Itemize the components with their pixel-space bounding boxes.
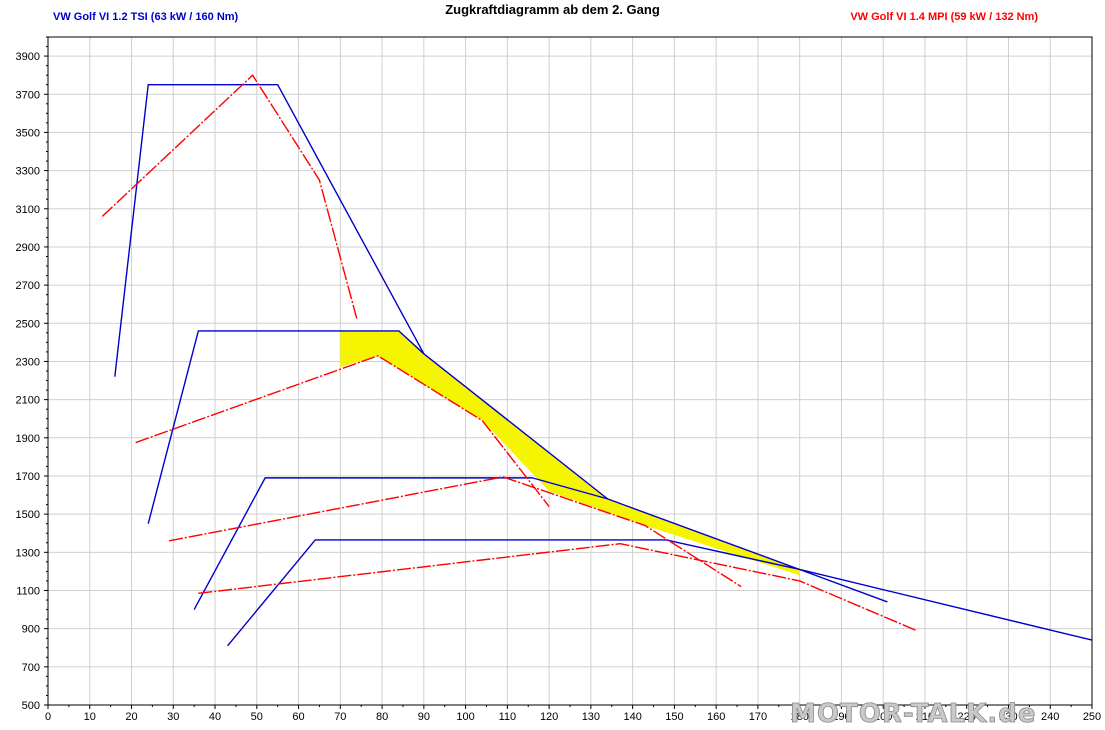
x-tick-label: 90 <box>418 711 430 723</box>
y-tick-label: 1500 <box>16 509 40 521</box>
y-tick-label: 900 <box>22 624 40 636</box>
x-tick-label: 30 <box>167 711 179 723</box>
y-tick-label: 3100 <box>16 204 40 216</box>
x-tick-label: 100 <box>456 711 474 723</box>
tsi-gear-4-line <box>193 477 888 610</box>
mpi-gear-5-line <box>198 543 917 632</box>
highlight-area-layer <box>340 330 800 576</box>
legend-entry-mpi: VW Golf VI 1.4 MPI (59 kW / 132 Nm) <box>850 11 1038 23</box>
chart-title: Zugkraftdiagramm ab dem 2. Gang <box>445 2 660 17</box>
tsi-gear-3-line <box>147 330 609 524</box>
y-tick-label: 3300 <box>16 166 40 178</box>
x-tick-label: 160 <box>707 711 725 723</box>
y-tick-label: 1700 <box>16 471 40 483</box>
x-tick-label: 180 <box>791 711 809 723</box>
x-tick-label: 110 <box>499 711 517 723</box>
x-tick-label: 120 <box>540 711 558 723</box>
x-tick-label: 240 <box>1041 711 1059 723</box>
x-tick-label: 130 <box>582 711 600 723</box>
y-tick-label: 500 <box>22 700 40 712</box>
tsi-gear-5-line <box>227 539 1093 647</box>
grid <box>47 37 1093 706</box>
x-tick-label: 40 <box>209 711 221 723</box>
y-tick-label: 1900 <box>16 433 40 445</box>
x-tick-label: 20 <box>125 711 137 723</box>
x-tick-label: 190 <box>832 711 850 723</box>
y-tick-label: 3900 <box>16 51 40 63</box>
x-tick-label: 0 <box>45 711 51 723</box>
y-tick-label: 2500 <box>16 318 40 330</box>
x-tick-label: 250 <box>1083 711 1101 723</box>
x-tick-label: 150 <box>665 711 683 723</box>
x-tick-label: 220 <box>958 711 976 723</box>
x-tick-label: 230 <box>999 711 1017 723</box>
x-tick-label: 50 <box>251 711 263 723</box>
x-tick-label: 210 <box>916 711 934 723</box>
x-tick-label: 80 <box>376 711 388 723</box>
y-tick-label: 2700 <box>16 280 40 292</box>
tsi-gear-2-line <box>114 84 425 377</box>
x-tick-label: 140 <box>623 711 641 723</box>
plot-frame <box>47 36 1093 706</box>
axes: 0 10 20 30 40 50 60 70 80 90 100 110 120 130 140 150 160… <box>16 36 1101 723</box>
y-tick-label: 1100 <box>16 585 40 597</box>
mpi-gear-3-line <box>135 355 550 507</box>
y-tick-label: 2900 <box>16 242 40 254</box>
x-tick-label: 10 <box>84 711 96 723</box>
y-tick-label: 3700 <box>16 89 40 101</box>
y-tick-label: 2100 <box>16 395 40 407</box>
x-tick-label: 170 <box>749 711 767 723</box>
x-tick-label: 70 <box>334 711 346 723</box>
highlight-area <box>340 330 800 576</box>
y-tick-label: 700 <box>22 662 40 674</box>
x-tick-label: 60 <box>292 711 304 723</box>
series-layer <box>101 74 1093 647</box>
legend-entry-tsi: VW Golf VI 1.2 TSI (63 kW / 160 Nm) <box>53 11 239 23</box>
y-tick-label: 1300 <box>16 547 40 559</box>
mpi-gear-4-line <box>168 476 742 588</box>
y-tick-label: 3500 <box>16 127 40 139</box>
watermark: MOTOR-TALK.de <box>790 699 1036 729</box>
mpi-gear-2-line <box>101 74 358 320</box>
x-tick-label: 200 <box>874 711 892 723</box>
y-tick-label: 2300 <box>16 356 40 368</box>
